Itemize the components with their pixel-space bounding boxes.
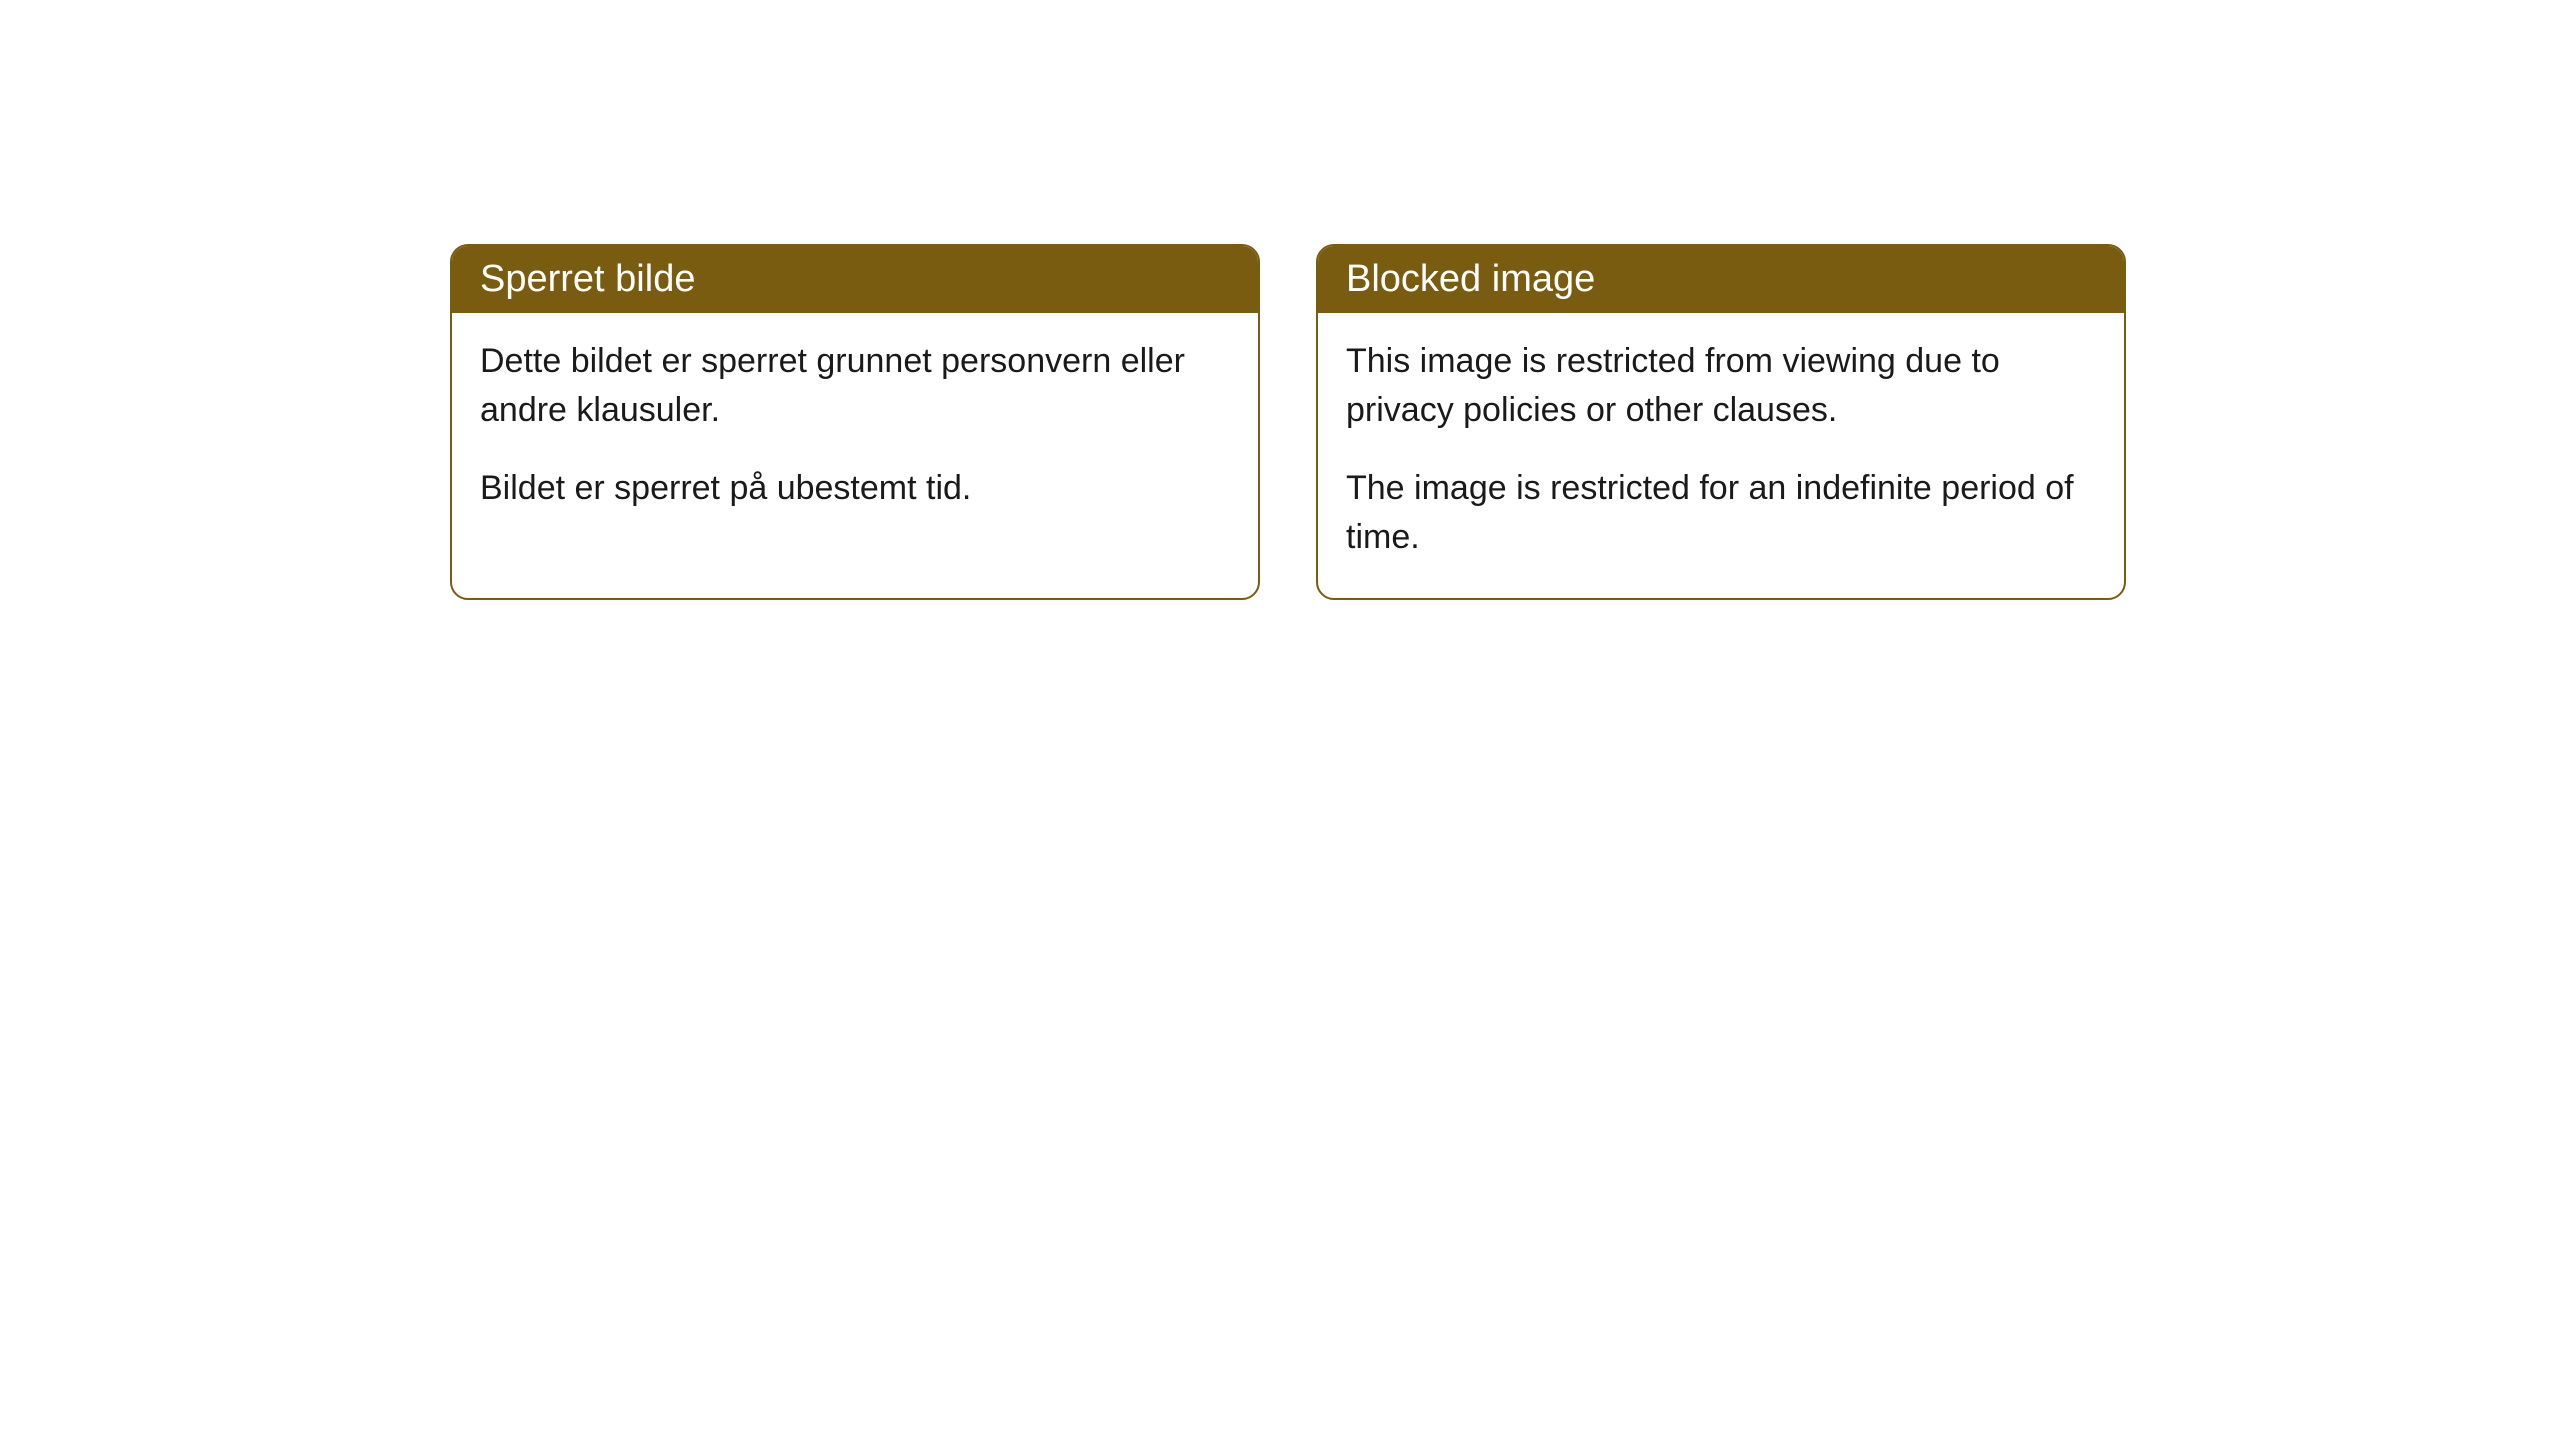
notice-header-norwegian: Sperret bilde bbox=[452, 246, 1258, 313]
notice-header-english: Blocked image bbox=[1318, 246, 2124, 313]
notice-paragraph2-norwegian: Bildet er sperret på ubestemt tid. bbox=[480, 464, 1230, 513]
notice-body-norwegian: Dette bildet er sperret grunnet personve… bbox=[452, 313, 1258, 549]
notice-card-english: Blocked image This image is restricted f… bbox=[1316, 244, 2126, 600]
notice-title-english: Blocked image bbox=[1346, 258, 1595, 300]
notice-paragraph1-english: This image is restricted from viewing du… bbox=[1346, 337, 2096, 436]
notice-paragraph1-norwegian: Dette bildet er sperret grunnet personve… bbox=[480, 337, 1230, 436]
notice-body-english: This image is restricted from viewing du… bbox=[1318, 313, 2124, 598]
notice-card-norwegian: Sperret bilde Dette bildet er sperret gr… bbox=[450, 244, 1260, 600]
notice-container: Sperret bilde Dette bildet er sperret gr… bbox=[0, 0, 2560, 600]
notice-paragraph2-english: The image is restricted for an indefinit… bbox=[1346, 464, 2096, 563]
notice-title-norwegian: Sperret bilde bbox=[480, 258, 695, 300]
